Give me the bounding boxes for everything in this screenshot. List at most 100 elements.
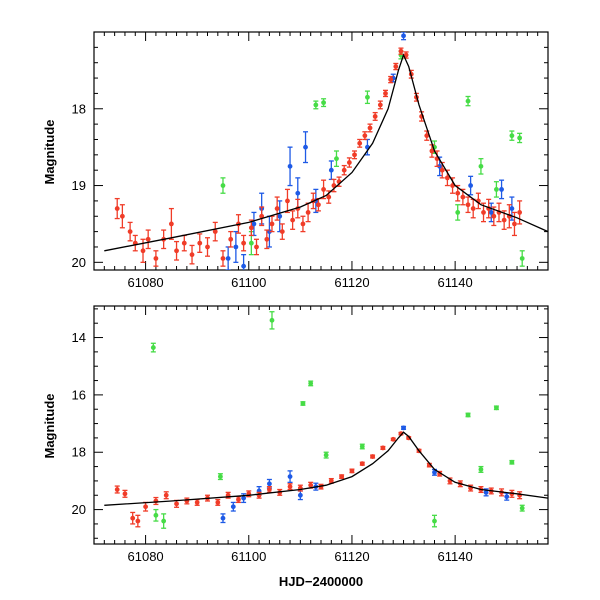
bottom-blue-point <box>401 425 407 431</box>
top-red-point <box>228 230 234 248</box>
top-model-line <box>104 53 548 252</box>
top-red-point <box>300 215 306 233</box>
bottom-red-point <box>390 436 396 442</box>
top-red-point <box>127 221 133 242</box>
top-red-point <box>393 62 399 71</box>
top-red-point <box>511 211 517 237</box>
bottom-model-curve <box>104 431 548 506</box>
top-blue-point <box>277 200 283 233</box>
bottom-x-tick-label: 61120 <box>334 549 369 564</box>
bottom-x-axis-title: HJD−2400000 <box>279 574 363 589</box>
top-red-point <box>377 100 383 110</box>
top-red-point <box>189 244 195 265</box>
bottom-green-point <box>432 514 437 528</box>
top-red-point <box>153 250 159 267</box>
top-blue-point <box>251 211 257 237</box>
top-y-tick-label: 19 <box>72 178 86 193</box>
top-red-point <box>388 75 394 84</box>
bottom-green-point <box>217 473 223 481</box>
top-red-point <box>362 131 368 141</box>
top-red-point <box>119 204 125 229</box>
top-blue-point <box>287 146 293 187</box>
bottom-x-tick-label: 61080 <box>128 549 164 564</box>
top-red-point <box>290 210 296 230</box>
bottom-red-point <box>380 445 386 451</box>
top-red-point <box>470 198 476 219</box>
top-green-point <box>465 95 471 107</box>
top-green-point <box>478 158 484 175</box>
bottom-green-point <box>161 513 167 529</box>
top-red-point <box>114 197 120 220</box>
top-green-point <box>248 230 254 256</box>
bottom-x-tick-label: 61140 <box>438 549 473 564</box>
top-red-point <box>168 207 174 240</box>
top-blue-point <box>401 32 407 41</box>
top-red-point <box>205 237 210 257</box>
top-red-point <box>352 150 358 160</box>
bottom-panel: 61080 61100 61120 61140 14 16 18 20 Magnitude H… <box>42 305 549 589</box>
top-green-point <box>517 132 523 144</box>
bottom-red-point <box>122 489 128 498</box>
top-red-point <box>517 200 523 225</box>
bottom-green-point <box>308 380 314 387</box>
bottom-y-tick-label: 20 <box>72 502 86 517</box>
top-red-point <box>372 111 378 121</box>
bottom-green-point <box>323 451 329 459</box>
bottom-data-points <box>114 311 525 529</box>
top-red-point <box>450 177 456 194</box>
top-red-point <box>346 157 352 168</box>
top-red-point <box>398 47 404 55</box>
top-red-point <box>241 234 247 252</box>
top-red-point <box>382 89 388 98</box>
bottom-red-point <box>174 499 180 508</box>
bottom-green-point <box>269 311 275 330</box>
bottom-blue-point <box>230 501 236 512</box>
top-green-point <box>313 100 319 110</box>
top-red-point <box>341 164 347 176</box>
top-red-point <box>367 123 373 133</box>
top-red-point <box>197 233 203 253</box>
top-green-point <box>509 130 515 141</box>
top-axes: 61080 61100 61120 61140 18 19 20 <box>72 31 549 290</box>
bottom-blue-point <box>220 513 226 524</box>
bottom-red-point <box>359 461 365 467</box>
top-red-point <box>284 188 290 214</box>
top-red-point <box>145 229 151 250</box>
top-x-tick-label: 61100 <box>231 275 266 290</box>
bottom-green-point <box>359 443 365 450</box>
top-red-point <box>501 210 507 230</box>
top-green-point <box>220 177 226 194</box>
bottom-y-tick-label: 14 <box>72 330 86 345</box>
top-red-point <box>331 178 337 193</box>
top-green-point <box>493 181 499 198</box>
bottom-green-point <box>300 401 306 406</box>
top-red-point <box>465 196 471 214</box>
bottom-red-point <box>130 511 136 525</box>
top-y-tick-label: 20 <box>72 255 86 270</box>
bottom-green-point <box>150 342 156 353</box>
top-green-point <box>519 250 525 267</box>
top-red-point <box>274 196 280 221</box>
bottom-red-point <box>339 474 345 480</box>
top-red-point <box>321 179 327 200</box>
top-red-point <box>248 219 254 237</box>
top-green-point <box>333 150 339 168</box>
bottom-y-tick-label: 18 <box>72 445 86 460</box>
top-x-tick-label: 61140 <box>438 275 473 290</box>
top-green-point <box>455 204 461 221</box>
top-blue-point <box>488 202 494 223</box>
top-red-point <box>357 138 363 148</box>
bottom-model-line <box>104 431 548 506</box>
bottom-green-point <box>493 405 499 411</box>
bottom-blue-point <box>287 470 293 483</box>
bottom-green-point <box>509 459 515 465</box>
top-x-tick-label: 61080 <box>128 275 164 290</box>
top-model-curve <box>104 53 548 252</box>
bottom-y-tick-label: 16 <box>72 387 86 402</box>
bottom-red-point <box>163 491 169 500</box>
top-red-point <box>259 206 265 227</box>
top-red-point <box>212 221 218 242</box>
top-green-point <box>364 90 370 105</box>
